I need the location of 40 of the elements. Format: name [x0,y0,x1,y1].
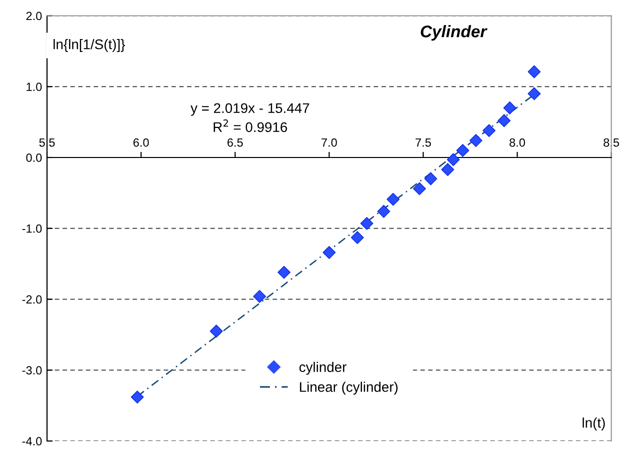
point [130,390,144,404]
point [350,231,364,244]
x-tick-label: 7.5 [416,138,431,147]
point [498,114,511,128]
point [503,101,516,114]
x-tick-label: 8.0 [510,138,526,147]
point [360,216,374,230]
x-tick-label: 7.0 [322,138,337,147]
point [528,87,541,100]
y-tick-label: 1.0 [26,82,42,92]
y-tick-label: 0.0 [26,154,42,162]
legend-label: cylinder [299,362,346,375]
point [377,204,390,218]
y-tick-label: -1.0 [22,224,42,233]
point [424,172,438,186]
text: Cylinder [420,25,488,41]
legend-label: Linear (cylinder) [300,382,398,395]
point [210,324,223,338]
x-axis-title: ln(t) [582,418,605,430]
point [528,65,541,78]
point [446,153,460,166]
x-tick-label: 6.5 [228,138,243,147]
y-tick-label: 2.0 [26,12,42,20]
point [386,192,400,206]
annotation: R$^{2}$ = 0.9916 [214,119,288,132]
x-tick-label: 6.0 [133,138,149,147]
y-tick-label: -4.0 [22,437,42,446]
point [253,290,266,303]
point [278,266,291,279]
y-axis-title: ln{ln[1/S(t)]} [54,39,125,52]
y-tick-label: -2.0 [22,295,42,304]
point [412,182,426,196]
y-tick-label: -3.0 [22,366,42,375]
point [456,144,470,157]
annotation: y = 2.019x - 15.447 [190,103,310,116]
point [469,134,482,147]
x-tick-label: 8.5 [604,138,620,147]
point [482,124,496,138]
point [441,163,454,176]
point [322,246,336,259]
